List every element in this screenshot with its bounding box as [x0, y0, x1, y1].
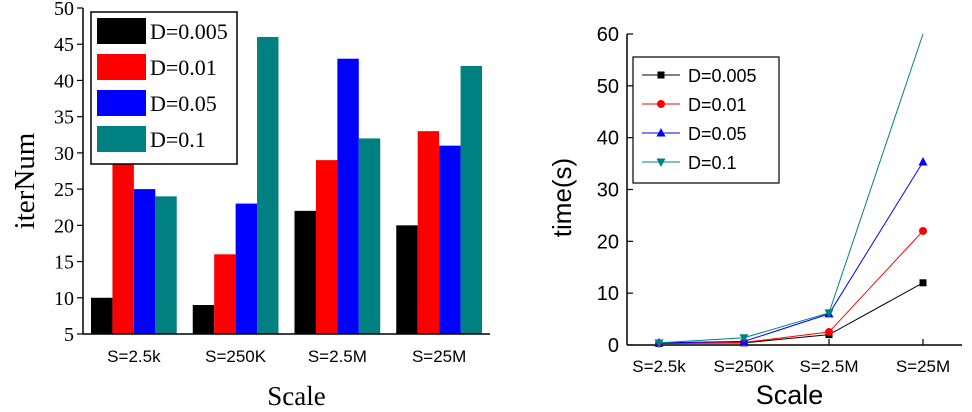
bar	[315, 160, 338, 334]
series-line	[654, 157, 928, 347]
legend-label: D=0.005	[150, 19, 228, 44]
bar	[439, 145, 461, 334]
y-tick-label: 45	[54, 34, 74, 56]
y-axis-title: iterNum	[9, 132, 41, 229]
legend-label: D=0.05	[688, 124, 747, 144]
y-axis-title: time(s)	[547, 158, 577, 237]
x-tick-label: S=2.5k	[632, 357, 686, 376]
y-tick-label: 50	[54, 0, 74, 20]
x-tick-label: S=2.5M	[308, 347, 367, 366]
y-tick-label: 40	[597, 128, 619, 150]
marker	[657, 71, 665, 79]
marker	[654, 339, 664, 348]
bar-chart: 5 10 15 20 25 30 35 40 45 50 S=2.5k S=250K S=2.5M S=2…	[9, 0, 490, 411]
series-path	[658, 282, 924, 344]
x-tick-label: S=250K	[205, 347, 267, 366]
y-tick-label: 20	[597, 231, 619, 253]
legend-label: D=0.01	[150, 55, 217, 80]
legend-swatch	[97, 18, 146, 44]
legend-swatch	[97, 90, 146, 116]
y-tick-label: 25	[54, 179, 74, 201]
series-line	[654, 33, 924, 348]
bar	[417, 131, 440, 334]
y-tick-label: 0	[608, 335, 619, 357]
legend-label: D=0.1	[150, 127, 206, 152]
x-tick-label: S=25M	[896, 357, 950, 376]
series-path	[658, 161, 924, 344]
y-tick-label: 20	[54, 215, 74, 237]
y-tick-label: 60	[597, 24, 619, 46]
y-tick-label: 5	[64, 324, 74, 346]
bar	[257, 36, 279, 334]
marker	[739, 334, 749, 343]
y-tick-label: 30	[54, 143, 74, 165]
y-tick-label: 15	[54, 252, 74, 274]
bar	[460, 65, 482, 334]
bar	[396, 225, 418, 334]
marker	[918, 157, 928, 166]
marker	[919, 226, 927, 235]
marker	[657, 100, 665, 108]
bar	[337, 58, 359, 334]
legend-label: D=0.05	[150, 91, 217, 116]
legend-swatch	[97, 126, 146, 152]
series-line	[655, 226, 927, 348]
legend-label: D=0.01	[688, 95, 747, 115]
marker	[824, 309, 834, 318]
bar	[112, 160, 134, 334]
bar	[192, 305, 215, 334]
marker	[656, 128, 666, 137]
legend-swatch	[97, 54, 146, 80]
marker	[919, 279, 927, 287]
bar	[214, 254, 236, 334]
legend-label: D=0.1	[688, 153, 737, 173]
line-chart: 0 10 20 30 40 50 60 S=2.5k S=250K S=2.5M S=25M Scal…	[547, 24, 962, 410]
legend: D=0.005 D=0.01 D=0.05 D=0.1	[90, 11, 238, 165]
x-axis-title: Scale	[756, 380, 824, 410]
y-tick-label: 10	[597, 283, 619, 305]
y-tick-label: 35	[54, 107, 74, 129]
marker	[656, 158, 666, 167]
x-tick-label: S=2.5k	[107, 347, 161, 366]
bar	[358, 138, 381, 334]
x-axis-title: Scale	[267, 381, 325, 411]
y-tick-label: 40	[54, 70, 74, 92]
bar	[235, 203, 258, 334]
y-tick-label: 10	[54, 288, 74, 310]
bar	[294, 210, 316, 334]
x-tick-label: S=250K	[714, 357, 776, 376]
series-path	[658, 33, 924, 344]
x-tick-label: S=25M	[412, 347, 466, 366]
y-tick-label: 50	[597, 76, 619, 98]
marker	[825, 328, 833, 337]
x-tick-label: S=2.5M	[799, 357, 858, 376]
bar	[91, 297, 113, 334]
legend: D=0.005 D=0.01 D=0.05 D=0.1	[632, 56, 780, 184]
legend-label: D=0.005	[688, 66, 757, 86]
series-path	[658, 230, 924, 344]
y-tick-label: 30	[597, 180, 619, 202]
bar	[155, 196, 177, 334]
bar	[133, 189, 156, 334]
